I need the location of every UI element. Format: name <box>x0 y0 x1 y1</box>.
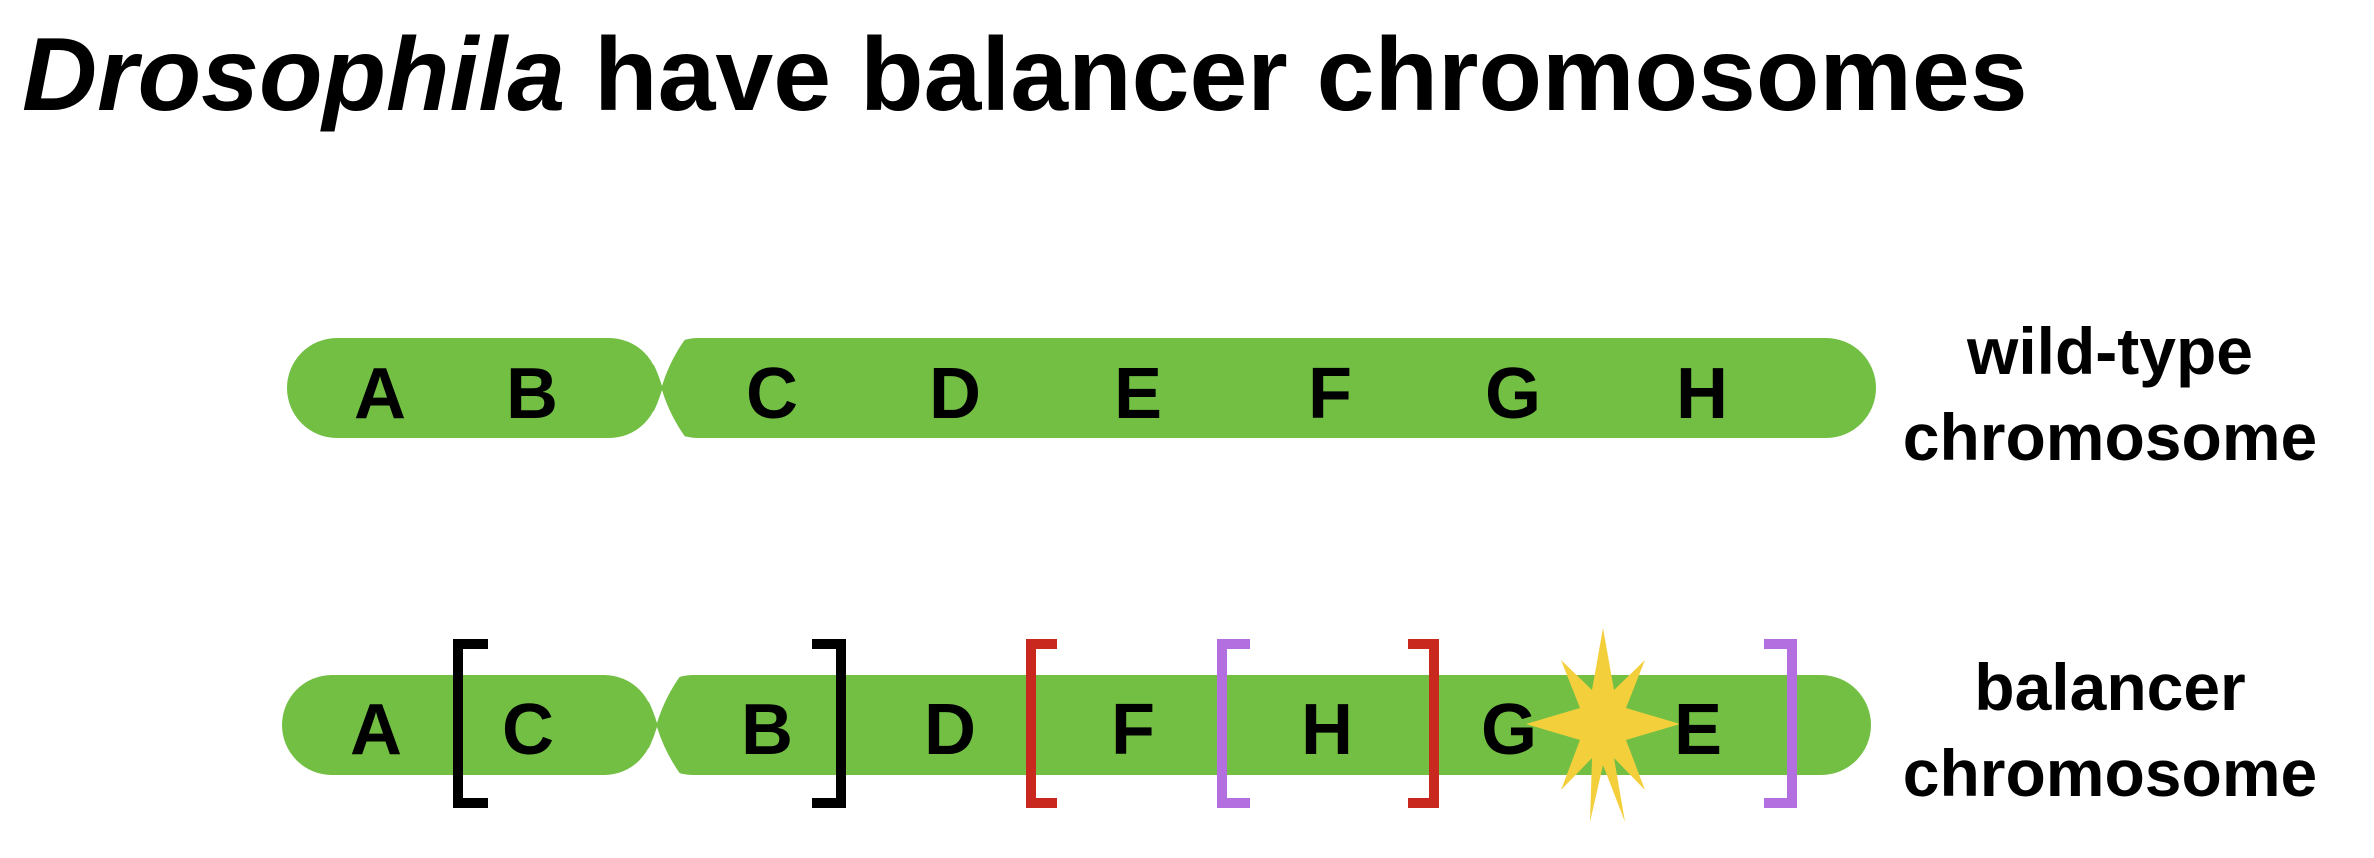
wild-type-centromere <box>638 338 686 386</box>
title-italic: Drosophila <box>22 17 565 133</box>
gene-label: F <box>1308 354 1352 434</box>
bracket-purple-right <box>1764 639 1797 808</box>
gene-label: G <box>1485 354 1541 434</box>
inversion-brackets <box>453 639 1797 808</box>
page-title: Drosophila have balancer chromosomes <box>22 17 2028 133</box>
bracket-red-right <box>1408 639 1439 808</box>
gene-label: B <box>506 354 558 434</box>
gene-label: C <box>502 690 554 770</box>
gene-label: C <box>746 354 798 434</box>
wild-type-centromere-bottom <box>638 390 686 438</box>
balancer-chromosome: A C B D F H G E balancer chromosome <box>282 628 2317 822</box>
balancer-label-line1: balancer <box>1974 650 2245 724</box>
wild-type-label-line2: chromosome <box>1903 400 2317 474</box>
gene-label: D <box>924 690 976 770</box>
balancer-centromere <box>633 675 681 723</box>
gene-label: H <box>1301 690 1353 770</box>
balancer-centromere-bottom <box>633 727 681 775</box>
wild-type-short-arm <box>287 338 659 438</box>
bracket-purple-left <box>1217 639 1250 808</box>
wild-type-genes: A B C D E F G H <box>354 354 1728 434</box>
balancer-short-arm <box>282 675 654 775</box>
star-burst-icon <box>1526 628 1680 822</box>
bracket-black-right <box>812 639 846 808</box>
gene-label: A <box>354 354 406 434</box>
gene-label: E <box>1114 354 1162 434</box>
gene-label: G <box>1481 690 1537 770</box>
wild-type-label-line1: wild-type <box>1966 314 2253 388</box>
balancer-label-line2: chromosome <box>1903 736 2317 810</box>
balancer-genes: A C B D F H G E <box>350 690 1722 770</box>
gene-label: D <box>929 354 981 434</box>
gene-label: F <box>1111 690 1155 770</box>
wild-type-chromosome: A B C D E F G H wild-type chromosome <box>287 314 2317 474</box>
balancer-long-arm <box>643 675 1871 775</box>
title-rest: have balancer chromosomes <box>565 17 2027 133</box>
wild-type-long-arm <box>648 338 1876 438</box>
gene-label: E <box>1674 690 1722 770</box>
gene-label: H <box>1676 354 1728 434</box>
gene-label: A <box>350 690 402 770</box>
gene-label: B <box>741 690 793 770</box>
bracket-black-left <box>453 639 488 808</box>
bracket-red-left <box>1026 639 1057 808</box>
